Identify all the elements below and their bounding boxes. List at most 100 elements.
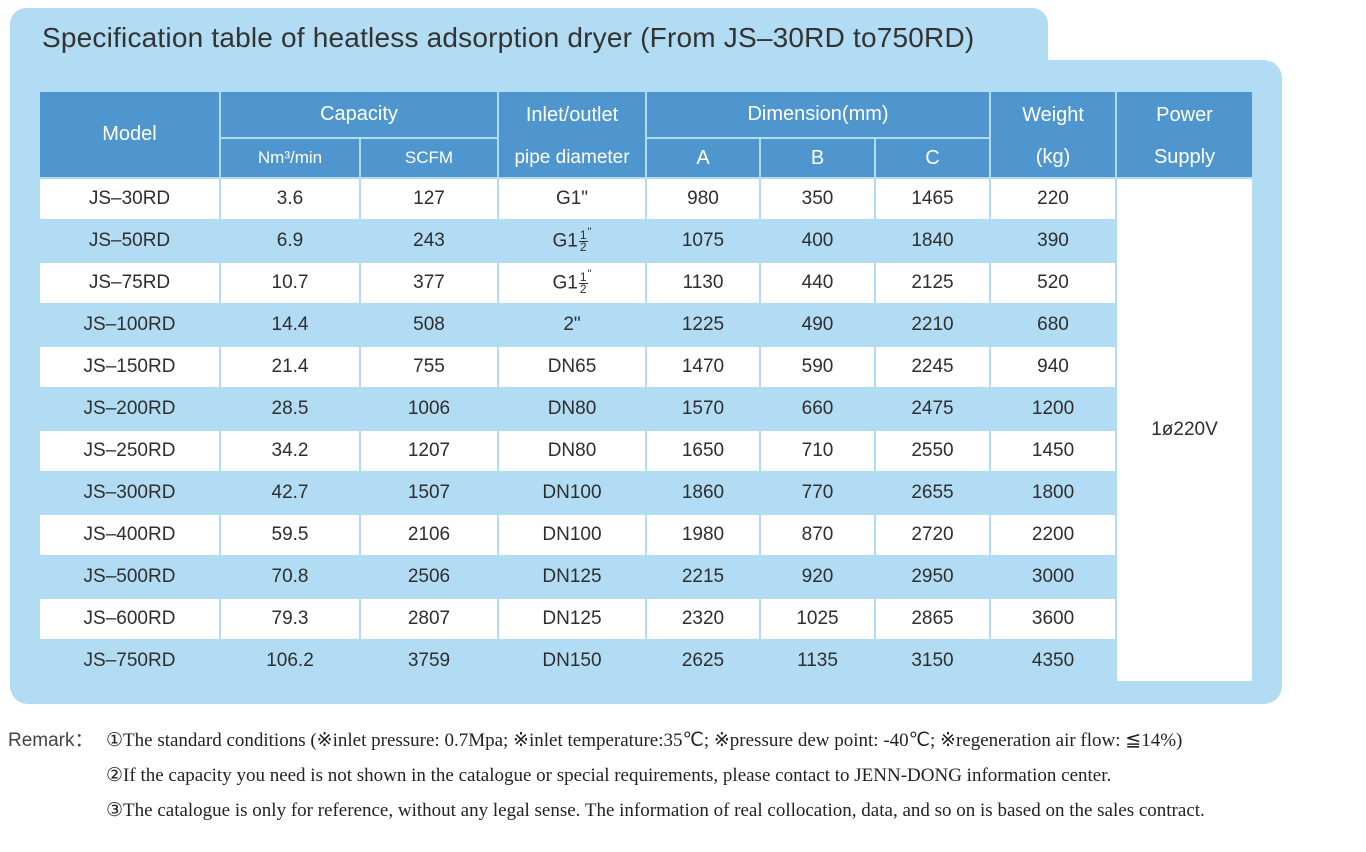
cell-dim-b: 1135	[759, 639, 875, 681]
cell-pipe: DN125	[497, 597, 646, 640]
pipe-base: G1	[552, 230, 578, 252]
cell-power-supply: 1ø220V	[1115, 177, 1253, 681]
cell-pipe: DN80	[497, 387, 646, 430]
table-row: JS–600RD 79.3 2807 DN125 2320 1025 2865 …	[40, 597, 1252, 640]
cell-dim-c: 2475	[873, 387, 991, 430]
remark-line-2: ②If the capacity you need is not shown i…	[8, 762, 1205, 797]
cell-scfm: 1006	[359, 387, 498, 430]
cell-dim-a: 1075	[645, 219, 760, 262]
cell-weight: 390	[989, 219, 1117, 262]
cell-dim-c: 2245	[873, 345, 991, 388]
cell-nm3: 10.7	[219, 261, 360, 304]
cell-model: JS–750RD	[40, 639, 220, 681]
inch-mark: "	[587, 225, 592, 238]
cell-weight: 680	[989, 303, 1117, 346]
cell-weight: 1800	[989, 471, 1117, 514]
cell-scfm: 127	[359, 177, 498, 220]
cell-dim-c: 1840	[873, 219, 991, 262]
cell-weight: 3000	[989, 555, 1117, 598]
cell-nm3: 14.4	[219, 303, 360, 346]
cell-scfm: 1507	[359, 471, 498, 514]
header-scfm: SCFM	[359, 137, 498, 178]
cell-dim-c: 2550	[873, 429, 991, 472]
cell-model: JS–400RD	[40, 513, 220, 556]
cell-model: JS–100RD	[40, 303, 220, 346]
table-row: JS–400RD 59.5 2106 DN100 1980 870 2720 2…	[40, 513, 1252, 556]
cell-weight: 3600	[989, 597, 1117, 640]
page-title: Specification table of heatless adsorpti…	[42, 22, 975, 53]
table-row: JS–30RD 3.6 127 G1" 980 350 1465 220 1ø2…	[40, 177, 1253, 681]
table-row: JS–500RD 70.8 2506 DN125 2215 920 2950 3…	[40, 555, 1252, 598]
cell-dim-b: 1025	[759, 597, 875, 640]
cell-dim-c: 1465	[873, 177, 991, 220]
cell-dim-b: 660	[759, 387, 875, 430]
cell-nm3: 3.6	[219, 177, 360, 220]
table-row: JS–150RD 21.4 755 DN65 1470 590 2245 940	[40, 345, 1252, 388]
cell-model: JS–75RD	[40, 261, 220, 304]
fraction-denominator: 2	[579, 239, 587, 254]
cell-dim-b: 770	[759, 471, 875, 514]
cell-dim-c: 2720	[873, 513, 991, 556]
cell-dim-b: 870	[759, 513, 875, 556]
pipe-base: G1	[552, 272, 578, 294]
cell-dim-a: 2625	[645, 639, 760, 681]
cell-model: JS–600RD	[40, 597, 220, 640]
header-weight-unit: (kg)	[989, 138, 1117, 178]
cell-dim-b: 440	[759, 261, 875, 304]
fraction-numerator: 1	[578, 227, 588, 242]
cell-pipe: DN100	[497, 513, 646, 556]
cell-weight: 1200	[989, 387, 1117, 430]
cell-dim-a: 1130	[645, 261, 760, 304]
header-model: Model	[40, 92, 220, 178]
remarks-section: Remark： ①The standard conditions (※inlet …	[8, 727, 1205, 832]
cell-weight: 520	[989, 261, 1117, 304]
cell-model: JS–30RD	[40, 177, 220, 220]
cell-dim-c: 2865	[873, 597, 991, 640]
cell-pipe: DN80	[497, 429, 646, 472]
cell-weight: 2200	[989, 513, 1117, 556]
cell-dim-b: 490	[759, 303, 875, 346]
cell-dim-a: 1980	[645, 513, 760, 556]
cell-dim-b: 400	[759, 219, 875, 262]
header-power: Power	[1115, 92, 1253, 138]
fraction-denominator: 2	[579, 281, 587, 296]
cell-dim-b: 710	[759, 429, 875, 472]
cell-nm3: 70.8	[219, 555, 360, 598]
cell-dim-c: 2125	[873, 261, 991, 304]
cell-weight: 940	[989, 345, 1117, 388]
fraction-numerator: 1	[578, 269, 588, 284]
cell-nm3: 34.2	[219, 429, 360, 472]
header-supply: Supply	[1115, 138, 1253, 178]
cell-pipe: G1"	[497, 177, 646, 220]
cell-pipe: DN125	[497, 555, 646, 598]
cell-nm3: 59.5	[219, 513, 360, 556]
cell-scfm: 377	[359, 261, 498, 304]
cell-nm3: 21.4	[219, 345, 360, 388]
table-row: JS–100RD 14.4 508 2" 1225 490 2210 680	[40, 303, 1252, 346]
remark-line-3: ③The catalogue is only for reference, wi…	[8, 797, 1205, 832]
cell-scfm: 1207	[359, 429, 498, 472]
table-row: JS–750RD 106.2 3759 DN150 2625 1135 3150…	[40, 639, 1252, 681]
cell-model: JS–200RD	[40, 387, 220, 430]
cell-dim-a: 1860	[645, 471, 760, 514]
cell-pipe: G1 1 2 "	[497, 261, 646, 304]
remark-label: Remark：	[8, 730, 94, 751]
cell-model: JS–500RD	[40, 555, 220, 598]
header-dim-c: C	[873, 137, 991, 178]
table-row: JS–75RD 10.7 377 G1 1 2 " 1130 440 2125 520	[40, 261, 1252, 304]
cell-pipe: 2"	[497, 303, 646, 346]
table-row: JS–200RD 28.5 1006 DN80 1570 660 2475 12…	[40, 387, 1252, 430]
cell-pipe: DN100	[497, 471, 646, 514]
header-dim-a: A	[645, 137, 760, 178]
cell-dim-a: 1570	[645, 387, 760, 430]
cell-model: JS–300RD	[40, 471, 220, 514]
cell-dim-a: 2320	[645, 597, 760, 640]
cell-dim-c: 3150	[873, 639, 991, 681]
header-capacity: Capacity	[219, 92, 498, 138]
cell-dim-b: 590	[759, 345, 875, 388]
cell-dim-c: 2655	[873, 471, 991, 514]
table-row: JS–50RD 6.9 243 G1 1 2 " 1075 400 1840 390	[40, 219, 1252, 262]
cell-scfm: 2106	[359, 513, 498, 556]
